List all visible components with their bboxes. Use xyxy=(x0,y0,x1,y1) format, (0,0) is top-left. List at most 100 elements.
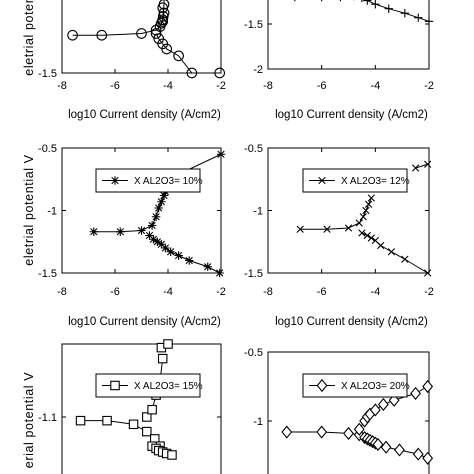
series-line xyxy=(415,163,428,169)
data-point xyxy=(361,0,363,3)
data-point xyxy=(166,247,175,256)
data-point xyxy=(102,415,112,426)
data-point xyxy=(424,17,434,26)
data-point xyxy=(142,426,152,437)
data-point xyxy=(163,339,173,349)
data-point xyxy=(167,450,177,460)
y-tick-label: -1.5 xyxy=(38,68,57,80)
x-tick-label: -6 xyxy=(110,80,120,92)
legend-box xyxy=(95,168,201,193)
data-point xyxy=(394,443,405,457)
data-point xyxy=(411,164,420,172)
data-point xyxy=(412,447,424,461)
data-point xyxy=(157,353,168,364)
data-point xyxy=(377,241,385,250)
data-point xyxy=(387,248,396,256)
data-point xyxy=(410,386,421,400)
data-point xyxy=(96,29,108,41)
data-point xyxy=(344,224,353,232)
data-point xyxy=(157,14,169,26)
y-axis-label: eletrial potential V xyxy=(22,154,36,265)
data-point xyxy=(384,4,393,13)
x-tick-label: -2 xyxy=(424,80,434,92)
x-tick-label: -6 xyxy=(317,80,327,92)
data-point xyxy=(157,240,166,249)
plot-frame xyxy=(267,351,430,474)
legend: X AL2O3= 20% xyxy=(302,373,410,398)
legend-marker xyxy=(110,380,120,391)
data-point xyxy=(339,0,341,2)
data-point xyxy=(203,262,212,271)
x-axis-label: log10 Current density (A/cm2) xyxy=(68,316,221,328)
data-point xyxy=(422,379,434,394)
data-point xyxy=(161,43,173,55)
series-line xyxy=(155,33,220,74)
y-tick-label: -1.1 xyxy=(38,412,57,424)
data-point xyxy=(321,0,323,2)
chart-panel-6: -0.5 -1 X AL2O3= 20% xyxy=(244,347,434,474)
data-point xyxy=(145,231,154,240)
data-point xyxy=(215,268,224,278)
data-point xyxy=(147,404,157,415)
data-point xyxy=(294,0,296,2)
y-tick-label: -1.5 xyxy=(244,19,263,31)
legend-label: X AL2O3= 12% xyxy=(341,176,410,187)
data-point xyxy=(367,194,375,202)
x-axis-label: log10 Current density (A/cm2) xyxy=(68,109,221,121)
legend-marker xyxy=(318,176,326,185)
data-point xyxy=(185,256,194,265)
x-tick-label: -2 xyxy=(424,286,434,298)
x-tick-label: -8 xyxy=(263,286,273,298)
x-tick-label: -8 xyxy=(263,80,273,92)
data-point xyxy=(216,150,226,159)
legend-box xyxy=(302,168,408,193)
data-point xyxy=(67,29,78,41)
legend-marker xyxy=(110,176,120,185)
data-point xyxy=(369,403,381,417)
x-tick-label: -4 xyxy=(163,286,173,298)
y-tick-label: -2 xyxy=(253,64,263,76)
data-point xyxy=(367,234,375,242)
y-tick-label: -0.5 xyxy=(244,143,263,155)
data-point xyxy=(371,0,380,9)
data-point xyxy=(153,237,162,246)
data-point xyxy=(157,197,166,206)
data-point xyxy=(174,251,183,260)
y-tick-label: -0.5 xyxy=(244,347,263,359)
legend: X AL2O3= 10% xyxy=(95,168,203,193)
data-point xyxy=(316,425,328,439)
series-group xyxy=(67,0,226,79)
data-point xyxy=(401,255,409,263)
data-point xyxy=(359,213,367,221)
data-point xyxy=(380,440,392,454)
chart-panel-3: -8 -6 -4 -2 -0.5 -1 -1.5 log10 Current density … xyxy=(22,143,226,328)
y-axis-label: erial potential V xyxy=(22,372,36,468)
legend: X AL2O3= 15% xyxy=(95,373,203,398)
data-point xyxy=(377,397,389,412)
data-point xyxy=(363,0,372,5)
data-point xyxy=(362,206,370,215)
legend: X AL2O3= 12% xyxy=(302,168,410,193)
data-point xyxy=(150,28,162,39)
data-point xyxy=(423,160,432,168)
y-tick-label: -1 xyxy=(253,206,263,218)
data-point xyxy=(158,7,170,19)
y-axis-label: eletrial potential V xyxy=(22,0,36,76)
series-group xyxy=(281,379,434,465)
data-point xyxy=(423,269,432,277)
data-point xyxy=(136,28,147,39)
series-line xyxy=(72,7,165,36)
plot-frame xyxy=(61,147,222,274)
x-tick-label: -8 xyxy=(57,80,67,92)
y-tick-label: -1.5 xyxy=(244,268,263,280)
x-tick-label: -4 xyxy=(370,286,380,298)
data-point xyxy=(364,200,373,208)
data-point xyxy=(137,226,146,235)
series-group xyxy=(296,160,432,277)
legend-label: X AL2O3= 20% xyxy=(341,381,410,392)
data-point xyxy=(186,67,198,79)
